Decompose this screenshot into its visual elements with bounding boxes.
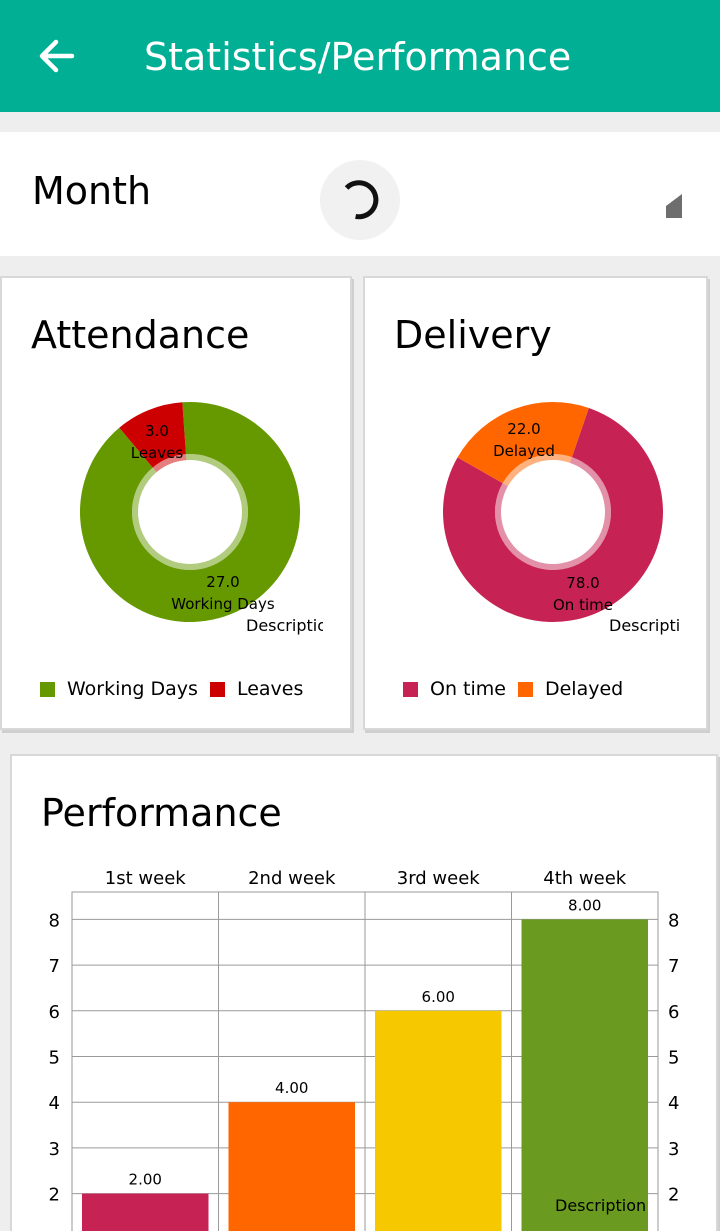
y-tick-left-4: 4: [49, 1093, 60, 1114]
month-label: Month: [32, 169, 152, 213]
leaves-value-label: 3.0 Leaves: [130, 422, 184, 462]
working-days-swatch: [40, 681, 55, 697]
on-time-swatch: [403, 681, 418, 697]
loading-spinner: [320, 160, 400, 240]
leaves-inner-ring: [152, 454, 187, 473]
y-tick-right-6: 6: [668, 1002, 679, 1023]
attendance-title: Attendance: [31, 313, 250, 357]
delayed-value-label: 22.0 Delayed: [493, 420, 555, 460]
y-tick-right-3: 3: [668, 1139, 679, 1160]
bar-value-label-2: 4.00: [275, 1079, 308, 1097]
delayed-legend-label: Delayed: [544, 678, 624, 700]
bar-week-4[interactable]: [521, 919, 649, 1231]
working-days-slice[interactable]: [80, 402, 301, 622]
delivery-description: Description: [609, 616, 680, 635]
y-tick-left-5: 5: [49, 1048, 60, 1069]
attendance-legend: Working Days Leaves: [40, 678, 315, 700]
category-label-3: 3rd week: [397, 868, 481, 889]
working-days-inner-ring: [131, 454, 248, 570]
category-label-2: 2nd week: [248, 868, 336, 889]
y-tick-right-5: 5: [668, 1048, 679, 1069]
bar-value-label-1: 2.00: [129, 1171, 162, 1189]
y-tick-right-4: 4: [668, 1093, 679, 1114]
month-dropdown-toggle[interactable]: [666, 194, 682, 218]
working-days-legend-label: Working Days: [67, 678, 198, 700]
y-tick-left-2: 2: [49, 1185, 60, 1206]
bar-week-1[interactable]: [82, 1193, 209, 1231]
page-title: Statistics/Performance: [144, 35, 572, 79]
delayed-swatch: [517, 681, 533, 697]
leaves-swatch: [209, 681, 225, 697]
delayed-slice[interactable]: [457, 402, 589, 484]
category-label-4: 4th week: [543, 868, 627, 889]
on-time-legend-label: On time: [430, 678, 506, 700]
attendance-description: Description: [246, 616, 323, 635]
leaves-slice[interactable]: [119, 402, 186, 468]
y-tick-left-8: 8: [49, 910, 60, 931]
arrow-left-icon: [39, 39, 75, 73]
performance-bar-chart: 2 2 3 3 4 4 5 5 6 6 7 7 8 8 1st week 2.00 2nd week 4.00 3r…: [49, 868, 679, 1231]
bar-value-label-4: 8.00: [568, 896, 601, 914]
y-tick-left-6: 6: [49, 1002, 60, 1023]
bar-week-2[interactable]: [228, 1102, 356, 1231]
on-time-value-label: 78.0 On time: [553, 574, 613, 614]
app-bar: Statistics/Performance: [0, 0, 720, 112]
category-label-1: 1st week: [105, 868, 186, 889]
dropdown-corner-icon: [666, 194, 682, 218]
bar-value-label-3: 6.00: [422, 988, 455, 1006]
delivery-title: Delivery: [394, 313, 552, 357]
working-days-value-label: 27.0 Working Days: [171, 573, 275, 613]
leaves-legend-label: Leaves: [236, 678, 304, 700]
y-tick-right-8: 8: [668, 910, 679, 931]
y-tick-left-3: 3: [49, 1139, 60, 1160]
attendance-donut-chart: [80, 402, 301, 622]
y-tick-right-2: 2: [668, 1185, 679, 1206]
delivery-donut-chart: [443, 402, 663, 622]
performance-title: Performance: [41, 791, 282, 835]
y-tick-left-7: 7: [49, 956, 60, 977]
back-button[interactable]: [30, 30, 82, 82]
bar-week-3[interactable]: [375, 1010, 502, 1231]
delivery-legend: On time Delayed: [403, 678, 635, 700]
y-tick-right-7: 7: [668, 956, 679, 977]
delayed-inner-ring: [502, 454, 572, 487]
loading-spinner-icon: [344, 180, 379, 220]
performance-description: Description: [555, 1196, 647, 1215]
on-time-slice[interactable]: [443, 407, 663, 622]
